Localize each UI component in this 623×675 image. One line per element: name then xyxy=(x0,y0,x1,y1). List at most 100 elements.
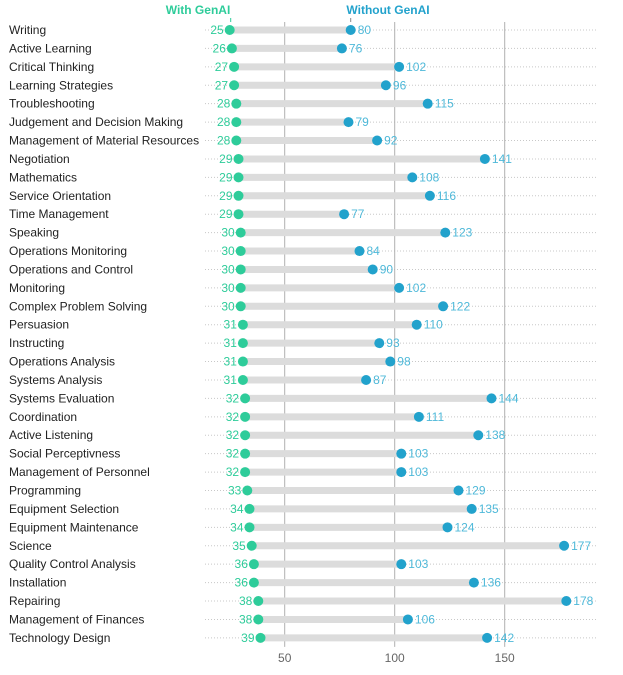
with-genai-point xyxy=(235,227,246,238)
with-genai-point xyxy=(237,338,248,349)
category-label: Installation xyxy=(9,576,66,590)
category-label: Management of Personnel xyxy=(9,465,150,479)
without-genai-point xyxy=(413,411,424,422)
category-label: Judgement and Decision Making xyxy=(9,115,183,129)
with-genai-value-label: 28 xyxy=(217,115,231,129)
without-genai-value-label: 136 xyxy=(481,576,501,590)
with-genai-value-label: 33 xyxy=(228,484,242,498)
with-genai-value-label: 29 xyxy=(219,189,233,203)
with-genai-value-label: 31 xyxy=(224,355,238,369)
category-label: Instructing xyxy=(9,336,64,350)
category-label: Technology Design xyxy=(9,631,110,645)
category-label: Speaking xyxy=(9,226,59,240)
without-genai-value-label: 129 xyxy=(466,484,486,498)
without-genai-value-label: 124 xyxy=(455,520,475,534)
without-genai-value-label: 142 xyxy=(494,631,514,645)
with-genai-value-label: 35 xyxy=(232,539,246,553)
category-label: Quality Control Analysis xyxy=(9,557,136,571)
with-genai-point xyxy=(240,430,251,441)
without-genai-value-label: 115 xyxy=(435,97,454,111)
category-label: Equipment Maintenance xyxy=(9,520,139,534)
with-genai-value-label: 27 xyxy=(215,78,229,92)
without-genai-point xyxy=(361,374,372,385)
without-genai-value-label: 84 xyxy=(367,244,381,258)
with-genai-point xyxy=(240,411,251,422)
without-genai-value-label: 79 xyxy=(356,115,370,129)
with-genai-point xyxy=(231,98,242,109)
without-genai-value-label: 90 xyxy=(380,262,394,276)
with-genai-value-label: 32 xyxy=(226,465,240,479)
category-label: Writing xyxy=(9,23,46,37)
with-genai-value-label: 26 xyxy=(213,41,227,55)
with-genai-value-label: 36 xyxy=(235,576,249,590)
without-genai-value-label: 98 xyxy=(397,355,411,369)
category-label: Troubleshooting xyxy=(9,97,95,111)
with-genai-point xyxy=(244,503,255,514)
without-genai-point xyxy=(394,61,405,72)
category-label: Equipment Selection xyxy=(9,502,119,516)
category-label: Science xyxy=(9,539,52,553)
without-genai-point xyxy=(442,522,453,533)
without-genai-value-label: 123 xyxy=(452,226,472,240)
category-label: Active Listening xyxy=(9,428,93,442)
with-genai-value-label: 32 xyxy=(226,410,240,424)
without-genai-value-label: 110 xyxy=(424,318,443,332)
with-genai-point xyxy=(248,577,259,588)
without-genai-point xyxy=(336,43,347,54)
with-genai-value-label: 38 xyxy=(239,612,253,626)
category-label: Service Orientation xyxy=(9,189,111,203)
with-genai-value-label: 25 xyxy=(210,23,224,37)
with-genai-point xyxy=(235,264,246,275)
category-label: Operations and Control xyxy=(9,262,133,276)
without-genai-point xyxy=(396,448,407,459)
with-genai-value-label: 30 xyxy=(221,262,235,276)
with-genai-value-label: 27 xyxy=(215,60,229,74)
category-label: Learning Strategies xyxy=(9,78,113,92)
dot-layer xyxy=(224,25,572,643)
with-genai-value-label: 31 xyxy=(224,336,238,350)
with-genai-point xyxy=(246,540,257,551)
without-genai-point xyxy=(372,135,383,146)
without-genai-value-label: 76 xyxy=(349,41,363,55)
with-genai-value-label: 32 xyxy=(226,428,240,442)
category-label: Active Learning xyxy=(9,41,92,55)
with-genai-point xyxy=(235,301,246,312)
without-genai-point xyxy=(473,430,484,441)
without-genai-value-label: 141 xyxy=(492,152,512,166)
with-genai-value-label: 38 xyxy=(239,594,253,608)
with-genai-value-label: 28 xyxy=(217,97,231,111)
with-genai-point xyxy=(229,61,240,72)
with-genai-point xyxy=(255,632,266,643)
without-genai-value-label: 96 xyxy=(393,78,407,92)
category-label: Critical Thinking xyxy=(9,60,94,74)
with-genai-value-label: 34 xyxy=(230,520,244,534)
without-genai-point xyxy=(438,301,449,312)
without-genai-value-label: 93 xyxy=(386,336,400,350)
x-tick-label: 100 xyxy=(385,651,405,665)
with-genai-value-label: 30 xyxy=(221,299,235,313)
with-genai-point xyxy=(240,467,251,478)
without-genai-point xyxy=(354,246,365,257)
without-genai-value-label: 108 xyxy=(419,170,439,184)
category-label: Systems Analysis xyxy=(9,373,102,387)
legend-with-genai: With GenAI xyxy=(166,3,231,17)
without-genai-point xyxy=(343,117,354,128)
with-genai-value-label: 30 xyxy=(221,244,235,258)
category-label: Coordination xyxy=(9,410,77,424)
category-label: Programming xyxy=(9,484,81,498)
without-genai-value-label: 106 xyxy=(415,612,435,626)
without-genai-value-label: 138 xyxy=(485,428,505,442)
without-genai-point xyxy=(407,172,418,183)
without-genai-point xyxy=(402,614,413,625)
category-label: Mathematics xyxy=(9,170,77,184)
with-genai-point xyxy=(233,172,244,183)
without-genai-point xyxy=(396,559,407,570)
with-genai-point xyxy=(237,374,248,385)
category-label: Time Management xyxy=(9,207,109,221)
with-genai-point xyxy=(240,393,251,404)
without-genai-point xyxy=(424,190,435,201)
without-genai-point xyxy=(486,393,497,404)
without-genai-value-label: 77 xyxy=(351,207,365,221)
without-genai-value-label: 103 xyxy=(408,465,428,479)
